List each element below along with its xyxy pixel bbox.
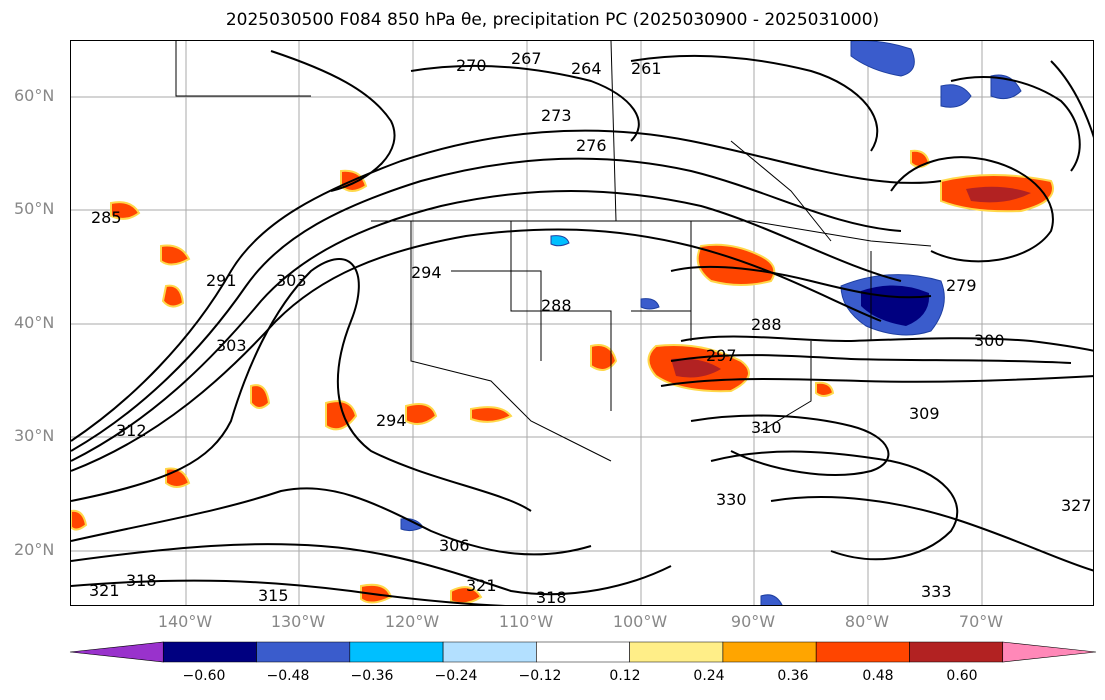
contour-label: 318 — [126, 571, 157, 590]
political-borders — [175, 41, 932, 462]
contour-label: 261 — [631, 59, 662, 78]
colorbar-tick: −0.60 — [182, 668, 226, 684]
map-canvas: 261 264 267 270 273 276 279 285 288 288 … — [71, 41, 1093, 606]
colorbar-segment — [629, 641, 724, 663]
contour-label: 330 — [716, 490, 747, 509]
lon-label-80w: 80°W — [844, 612, 890, 631]
contour-label: 310 — [751, 418, 782, 437]
contour-label: 291 — [206, 271, 237, 290]
lon-label-110w: 110°W — [498, 612, 554, 631]
contour-label: 276 — [576, 136, 607, 155]
graticule — [71, 41, 1093, 605]
colorbar-tick: 0.60 — [946, 668, 978, 684]
contour-label: 321 — [89, 581, 120, 600]
colorbar-tick: −0.12 — [518, 668, 562, 684]
contour-label: 294 — [376, 411, 407, 430]
map-plot-area: 261 264 267 270 273 276 279 285 288 288 … — [70, 40, 1094, 606]
contour-label: 267 — [511, 49, 542, 68]
lat-label-30n: 30°N — [14, 426, 55, 445]
lat-label-60n: 60°N — [14, 86, 55, 105]
colorbar-segment — [69, 641, 164, 663]
precip-positive-patches — [71, 149, 1054, 605]
lon-label-70w: 70°W — [958, 612, 1004, 631]
lat-label-40n: 40°N — [14, 313, 55, 332]
colorbar-segment — [536, 641, 630, 663]
contour-label: 321 — [466, 576, 497, 595]
lon-label-90w: 90°W — [730, 612, 776, 631]
contour-label: 279 — [946, 276, 977, 295]
colorbar-segment — [256, 641, 351, 663]
colorbar-segment — [349, 641, 444, 663]
contour-label: 327 — [1061, 496, 1092, 515]
lon-label-130w: 130°W — [270, 612, 326, 631]
colorbar — [69, 641, 1097, 663]
colorbar-tick: −0.36 — [350, 668, 394, 684]
contour-label: 270 — [456, 56, 487, 75]
colorbar-segment — [442, 641, 537, 663]
contour-label: 309 — [909, 404, 940, 423]
lon-label-120w: 120°W — [384, 612, 440, 631]
colorbar-tick: −0.48 — [266, 668, 310, 684]
contour-label: 273 — [541, 106, 572, 125]
contour-label: 315 — [258, 586, 289, 605]
contour-label: 288 — [751, 315, 782, 334]
colorbar-segment — [815, 641, 910, 663]
contour-label: 288 — [541, 296, 572, 315]
lon-label-140w: 140°W — [157, 612, 213, 631]
contour-label: 333 — [921, 582, 952, 601]
colorbar-tick: 0.36 — [777, 668, 809, 684]
lon-label-100w: 100°W — [612, 612, 668, 631]
contour-label: 312 — [116, 421, 147, 440]
lat-label-50n: 50°N — [14, 199, 55, 218]
contour-labels: 261 264 267 270 273 276 279 285 288 288 … — [89, 49, 1092, 606]
contour-label: 297 — [706, 346, 737, 365]
map-title: 2025030500 F084 850 hPa θe, precipitatio… — [225, 10, 880, 30]
lat-label-20n: 20°N — [14, 540, 55, 559]
contour-label: 285 — [91, 208, 122, 227]
colorbar-segment — [722, 641, 817, 663]
colorbar-segment — [1002, 641, 1097, 663]
contour-label: 303 — [216, 336, 247, 355]
contour-label: 300 — [974, 331, 1005, 350]
theta-e-contours — [71, 50, 1093, 605]
contour-label: 303 — [276, 271, 307, 290]
contour-label: 264 — [571, 59, 602, 78]
contour-label: 318 — [536, 588, 567, 606]
contour-label: 294 — [411, 263, 442, 282]
contour-label: 306 — [439, 536, 470, 555]
colorbar-tick: 0.24 — [693, 668, 725, 684]
colorbar-segment — [162, 641, 257, 663]
colorbar-tick: 0.48 — [862, 668, 894, 684]
colorbar-segment — [909, 641, 1004, 663]
colorbar-tick: 0.12 — [609, 668, 641, 684]
colorbar-tick: −0.24 — [434, 668, 478, 684]
